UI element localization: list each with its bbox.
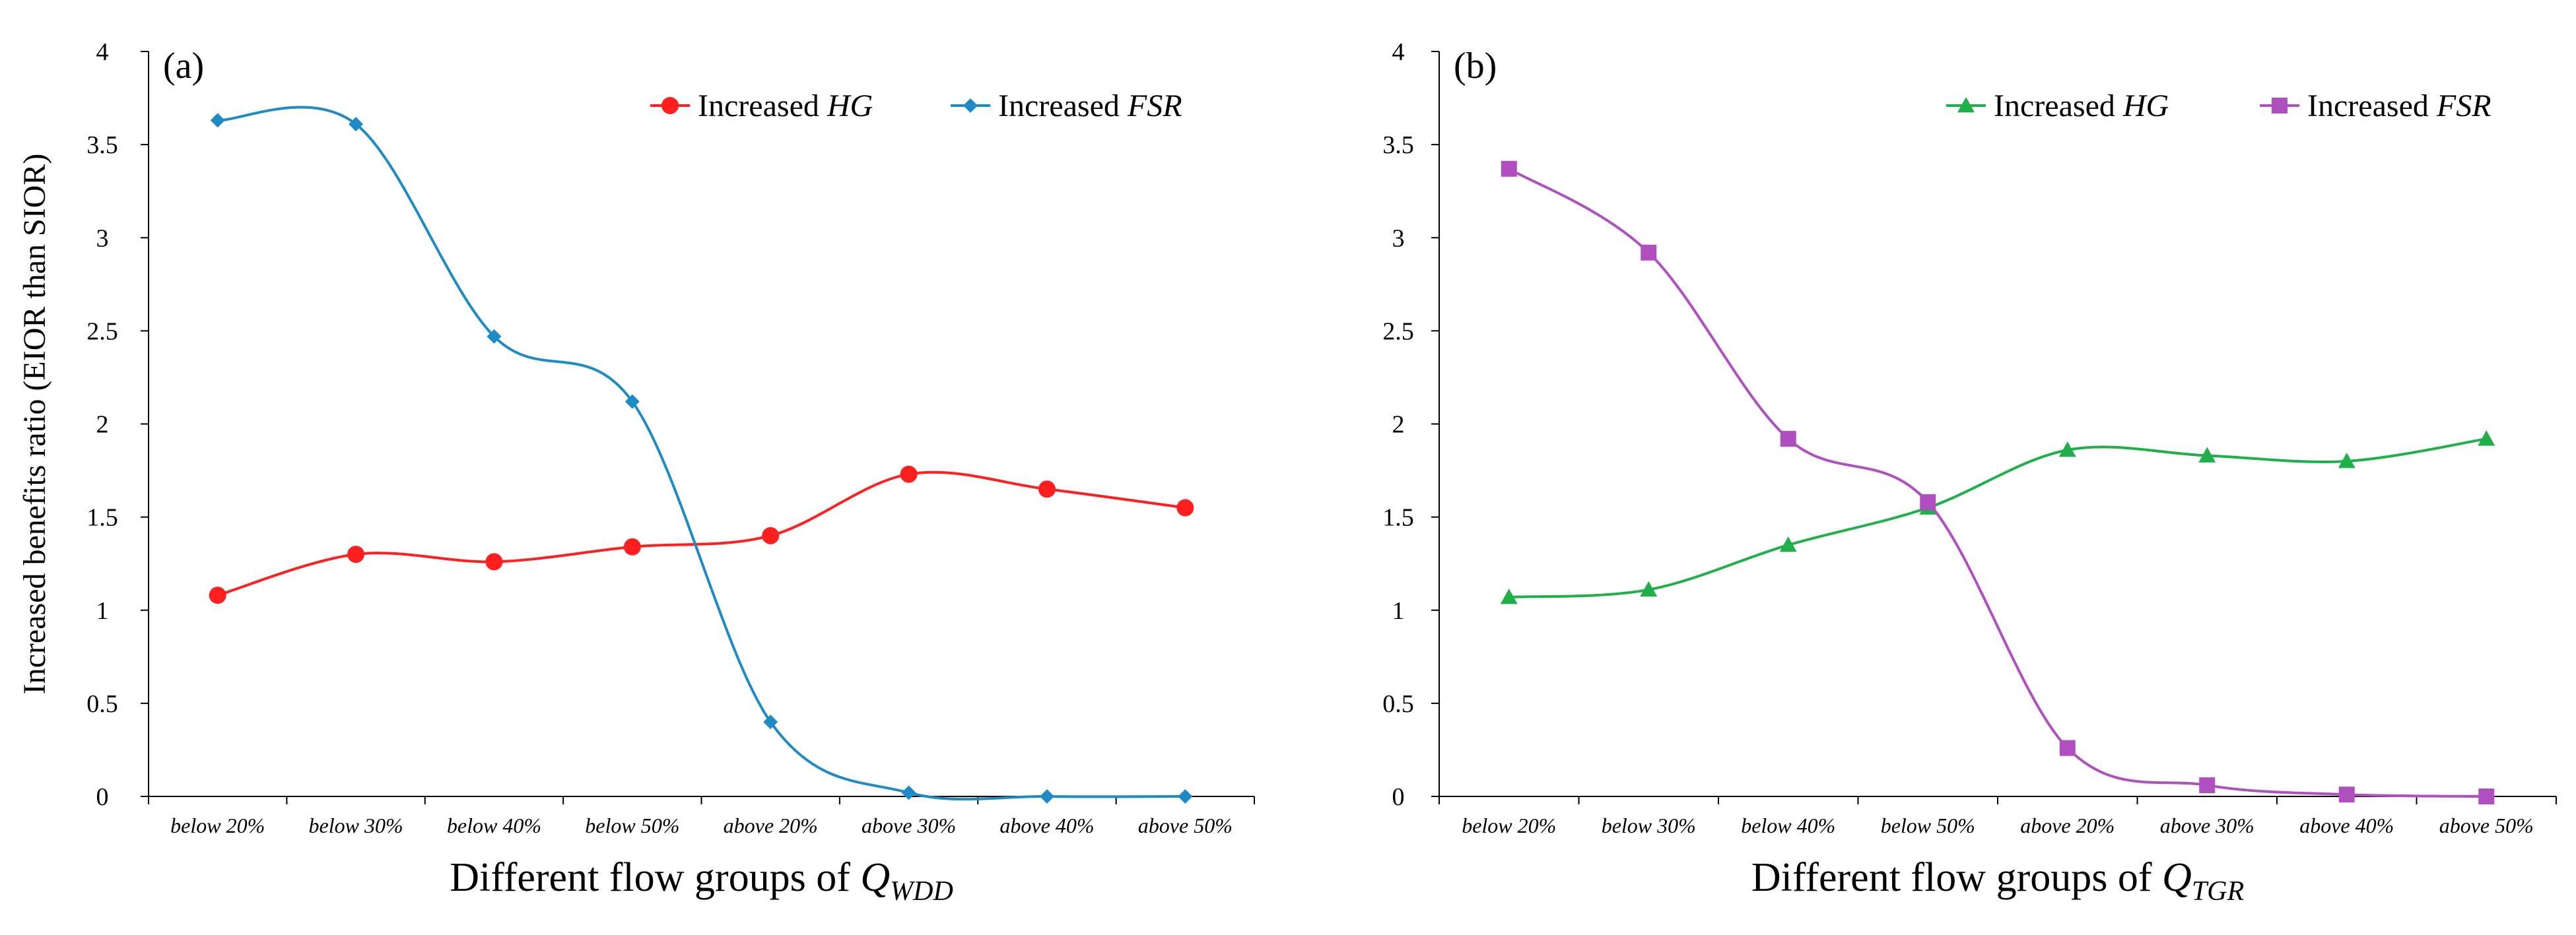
x-tick-label: below 20% [170,814,265,837]
y-tick-label: 1 [1392,597,1405,625]
y-tick-label: 0 [96,783,109,811]
x-tick-label: below 30% [1602,814,1696,837]
y-tick-label: 2.5 [86,317,118,345]
legend-entry: Increased FSR [2307,88,2491,123]
data-point-hg [209,587,226,604]
data-point-hg [900,465,918,483]
data-point-fsr [487,329,502,344]
y-tick-label: 1.5 [1382,504,1414,532]
panel-label: (a) [163,46,204,86]
data-point-hg [2478,430,2495,446]
data-point-fsr [2199,777,2216,794]
data-point-fsr [1039,789,1054,804]
data-point-fsr [210,113,225,128]
x-tick-label: below 40% [1741,814,1835,837]
data-point-fsr [1178,789,1193,804]
x-axis-label: Different flow groups of QTGR [1751,855,2244,907]
data-point-hg [1779,536,1797,552]
y-tick-label: 0.5 [86,690,118,718]
data-point-hg [1500,588,1518,604]
y-tick-label: 2 [1392,411,1405,439]
y-tick-label: 0.5 [1382,690,1414,718]
legend-marker [2272,98,2288,113]
x-tick-label: above 50% [1138,814,1233,837]
x-tick-label: below 40% [447,814,541,837]
data-point-fsr [2338,787,2355,803]
data-point-fsr [1501,160,1517,177]
legend-marker [963,98,978,113]
data-point-fsr [1780,431,1796,447]
data-point-fsr [1920,494,1936,511]
series-line-fsr [1508,168,2487,798]
data-point-fsr [1641,244,1657,261]
legend-marker [1957,97,1975,113]
panel-label: (b) [1454,46,1497,86]
x-tick-label: below 50% [1881,814,1975,837]
x-tick-label: below 30% [309,814,403,837]
x-tick-label: above 20% [724,814,818,837]
chart-panel-a: 0 0.5 1 1.5 2 2.5 3 3.5 4 below 20% below 30% below… [17,38,1255,907]
y-tick-label: 4 [96,38,109,66]
legend-entry: Increased HG [1994,88,2169,123]
y-axis-label: Increased benefits ratio (EIOR than SIOR… [17,154,52,695]
data-point-hg [1038,480,1056,498]
data-point-hg [623,538,641,556]
data-point-fsr [2478,789,2495,804]
y-tick-label: 3 [1392,224,1405,252]
y-tick-label: 3.5 [1382,131,1414,159]
series-line-hg [217,470,1186,597]
data-point-fsr [625,394,640,409]
data-point-hg [2198,447,2216,463]
x-tick-label: above 50% [2439,814,2534,837]
data-point-fsr [763,715,778,730]
data-point-hg [485,553,503,571]
y-tick-label: 1.5 [86,504,118,532]
x-axis-label: Different flow groups of QWDD [450,855,953,907]
x-tick-label: below 50% [585,814,679,837]
chart-panel-b: 0 0.5 1 1.5 2 2.5 3 3.5 4 below 20% below 30% below… [1382,38,2557,907]
data-point-fsr [2059,740,2076,756]
x-tick-label: above 40% [1000,814,1094,837]
legend-marker [661,97,679,114]
legend-entry: Increased HG [698,88,873,123]
x-tick-label: above 30% [862,814,956,837]
x-tick-label: below 20% [1462,814,1556,837]
legend-entry: Increased FSR [998,88,1182,123]
series-line-fsr [217,106,1186,801]
data-point-fsr [901,785,916,800]
data-point-hg [1640,581,1658,597]
data-point-hg [1176,499,1194,517]
y-tick-label: 4 [1392,38,1405,66]
data-point-hg [2338,452,2356,468]
x-tick-label: above 20% [2020,814,2115,837]
series-line-hg [1508,437,2487,598]
y-tick-label: 2 [96,411,109,439]
y-tick-label: 3 [96,224,109,252]
data-point-hg [2058,441,2076,457]
data-point-fsr [349,117,364,132]
y-tick-label: 0 [1392,783,1405,811]
data-point-hg [762,527,780,544]
y-tick-label: 2.5 [1382,317,1414,345]
data-point-hg [347,546,365,564]
x-tick-label: above 30% [2160,814,2254,837]
y-tick-label: 3.5 [86,131,118,159]
x-tick-label: above 40% [2299,814,2394,837]
y-tick-label: 1 [96,597,109,625]
